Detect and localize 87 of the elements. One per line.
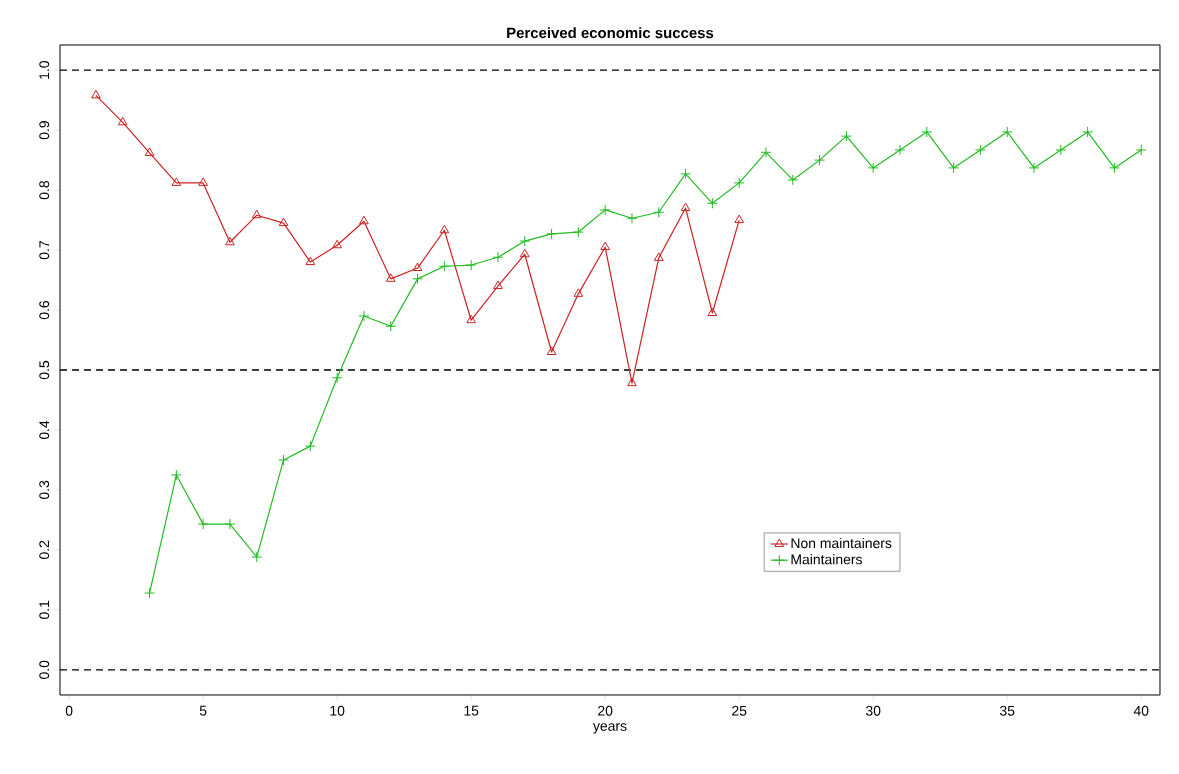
legend-label: Non maintainers [791,537,892,549]
point [734,214,745,224]
x-tick-label: 10 [330,705,345,716]
point [572,226,584,238]
point [680,168,692,180]
point [332,239,342,249]
point [170,469,182,481]
point [1001,126,1013,138]
point [225,236,235,246]
point [948,162,960,174]
point [760,146,772,158]
point [974,144,986,156]
x-tick-label: 20 [598,705,613,716]
point [814,154,826,166]
point [733,177,745,189]
point [627,377,637,387]
y-tick-label: 0.4 [39,420,50,440]
point [358,310,370,322]
x-tick-label: 40 [1133,705,1149,716]
x-tick-label: 0 [65,705,73,716]
point [385,320,397,332]
y-tick-label: 0.1 [39,600,50,619]
legend-label: Maintainers [791,554,862,565]
point [198,177,208,186]
point [117,116,128,126]
point [1135,144,1147,156]
point [465,259,477,271]
y-tick-label: 0.0 [39,660,50,679]
point [626,212,638,224]
y-tick-label: 0.3 [39,480,50,500]
point [359,215,369,225]
point [439,224,450,234]
point [653,252,664,261]
point [278,217,289,227]
point [1055,144,1067,156]
point [653,206,665,218]
y-tick-label: 0.2 [39,540,50,560]
point [251,551,263,563]
x-tick-label: 25 [732,705,747,716]
point [144,587,156,599]
point [466,314,476,324]
point [438,260,450,272]
point [680,202,691,212]
x-tick-label: 15 [464,705,479,716]
point [412,273,424,285]
x-tick-label: 35 [999,705,1015,716]
y-tick-label: 1.0 [39,61,50,79]
point [1108,162,1120,174]
point [546,228,558,240]
point [197,518,209,530]
point [251,209,262,219]
point [546,346,557,355]
point [519,248,530,258]
point [331,372,343,384]
y-tick-label: 0.8 [39,181,50,200]
point [304,440,316,452]
x-axis-title: years [592,723,627,734]
point [599,204,611,216]
point [787,174,799,186]
point [706,197,718,209]
y-tick-label: 0.9 [39,121,50,140]
point [840,130,852,142]
point [1028,162,1040,174]
point [867,162,879,174]
point [493,280,503,290]
point [224,518,236,530]
chart-title: Perceived economic success [507,27,714,39]
point [921,126,933,138]
point [91,89,101,99]
point [171,177,182,186]
point [305,256,316,266]
point [385,273,396,282]
point [278,454,290,466]
point [519,235,531,247]
point [1082,126,1094,138]
y-tick-label: 0.6 [39,300,50,320]
point [144,147,155,156]
point [573,288,584,297]
x-tick-label: 5 [199,705,207,716]
point [600,241,610,251]
point [707,307,718,317]
y-tick-label: 0.5 [39,360,50,380]
point [412,262,423,272]
point [492,251,504,263]
x-tick-label: 30 [865,705,881,716]
point [894,144,906,156]
y-tick-label: 0.7 [39,241,50,260]
